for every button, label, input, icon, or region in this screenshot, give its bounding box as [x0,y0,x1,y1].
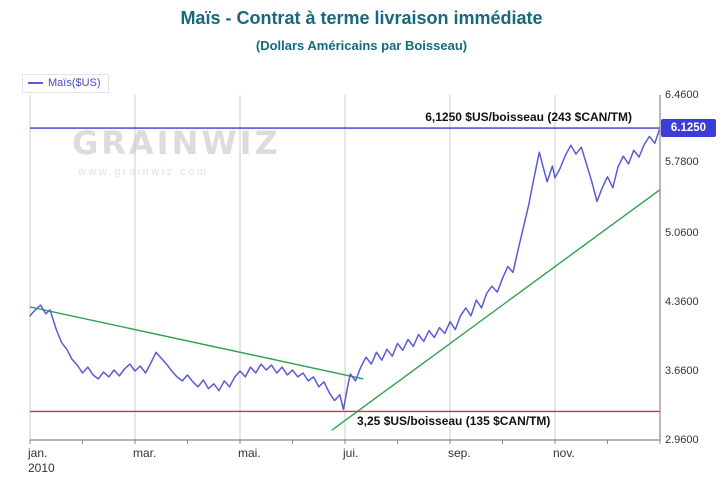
y-axis-tick-label: 2.9600 [665,434,699,446]
legend: Maïs($US) [22,74,109,93]
x-axis-tick-label: mar. [133,446,157,460]
y-axis-tick-label: 3.6600 [665,365,699,377]
uptrend-line [331,189,661,431]
watermark: GRAINWIZ www.grainwiz.com [72,124,281,178]
y-axis-tick-label: 5.0600 [665,227,699,239]
last-price-badge: 6.1250 [661,119,716,137]
watermark-brand: GRAINWIZ [72,124,281,162]
y-axis-tick-label: 6.4600 [665,89,699,101]
x-axis-tick-label: jui. [343,446,359,460]
page-subtitle: (Dollars Américains par Boisseau) [255,38,468,53]
legend-label: Maïs($US) [48,77,101,89]
x-axis-year-label: 2010 [28,461,55,475]
y-axis-tick-label: 4.3600 [665,296,699,308]
resistance-annotation: 6,1250 $US/boisseau (243 $CAN/TM) [425,110,632,124]
page-title: Maïs - Contrat à terme livraison immédia… [180,8,543,28]
x-axis-tick-label: jan. [28,446,48,460]
downtrend-line [29,306,364,380]
y-axis-tick-label: 5.7800 [665,156,699,168]
x-axis-tick-label: mai. [238,446,261,460]
support-annotation: 3,25 $US/boisseau (135 $CAN/TM) [357,414,551,428]
series-line-swatch-icon [28,82,43,84]
x-axis-tick-label: nov. [553,446,575,460]
watermark-url: www.grainwiz.com [78,166,209,178]
price-line [29,127,661,411]
x-axis-tick-label: sep. [448,446,471,460]
